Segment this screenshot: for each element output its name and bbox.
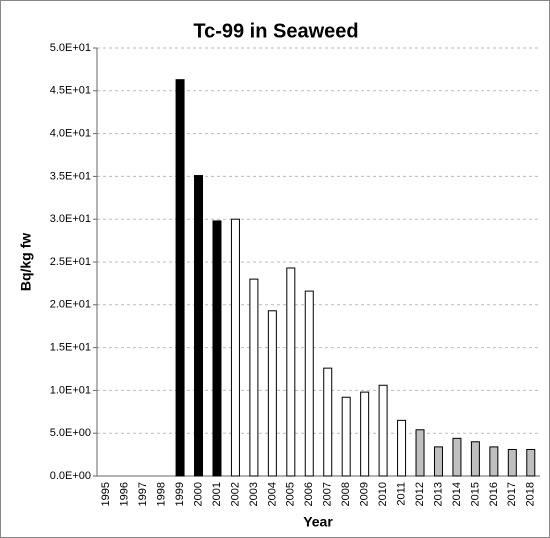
- bar: [267, 310, 277, 477]
- x-tick-label: 2004: [266, 482, 278, 506]
- bar: [470, 441, 480, 477]
- y-tick-label: 2.0E+01: [50, 299, 91, 311]
- chart-title: Tc-99 in Seaweed: [193, 20, 358, 42]
- x-tick-label: 1997: [137, 482, 149, 506]
- x-axis-label: Year: [303, 514, 333, 530]
- bar: [323, 367, 333, 477]
- x-tick-label: 2002: [229, 482, 241, 506]
- y-tick-label: 5.0E+01: [50, 42, 91, 54]
- x-tick-label: 1995: [100, 482, 112, 506]
- y-tick-label: 1.5E+01: [50, 342, 91, 354]
- bar: [452, 437, 462, 477]
- bar: [397, 419, 407, 477]
- y-tick-label: 3.0E+01: [50, 213, 91, 225]
- x-tick-label: 2016: [488, 482, 500, 506]
- y-tick-label: 4.5E+01: [50, 85, 91, 97]
- x-tick-label: 2009: [359, 482, 371, 506]
- x-tick-label: 2003: [248, 482, 260, 506]
- x-tick-label: 1999: [174, 482, 186, 506]
- x-tick-label: 2001: [211, 482, 223, 506]
- y-axis-label: Bq/kg fw: [18, 233, 34, 291]
- x-tick-label: 2005: [285, 482, 297, 506]
- bar: [507, 448, 517, 477]
- bar: [489, 446, 499, 477]
- x-tick-label: 2010: [377, 482, 389, 506]
- y-tick-label: 2.5E+01: [50, 256, 91, 268]
- x-tick-label: 2007: [322, 482, 334, 506]
- x-tick-label: 2014: [451, 482, 463, 506]
- y-tick-label: 4.0E+01: [50, 128, 91, 140]
- bar: [212, 220, 222, 477]
- x-tick-label: 1996: [119, 482, 131, 506]
- bar: [194, 175, 204, 477]
- x-tick-label: 2011: [395, 482, 407, 506]
- y-tick-label: 5.0E+00: [50, 427, 91, 439]
- bar: [433, 446, 443, 477]
- x-tick-label: 2012: [414, 482, 426, 506]
- x-tick-label: 2008: [340, 482, 352, 506]
- x-tick-label: 2013: [432, 482, 444, 506]
- bar: [230, 218, 240, 477]
- y-tick-label: 0.0E+00: [50, 470, 91, 482]
- x-tick-label: 2015: [469, 482, 481, 506]
- bar: [360, 391, 370, 477]
- bar: [415, 429, 425, 477]
- bar: [249, 278, 259, 477]
- bar: [526, 448, 536, 477]
- bar: [341, 396, 351, 477]
- bar: [304, 290, 314, 477]
- x-tick-label: 2017: [506, 482, 518, 506]
- x-tick-label: 2006: [303, 482, 315, 506]
- x-tick-label: 2000: [192, 482, 204, 506]
- y-tick-label: 1.0E+01: [50, 384, 91, 396]
- bar: [286, 267, 296, 477]
- x-tick-label: 1998: [156, 482, 168, 506]
- bar: [378, 384, 388, 477]
- bar: [175, 79, 185, 477]
- y-tick-label: 3.5E+01: [50, 170, 91, 182]
- x-tick-label: 2018: [525, 482, 537, 506]
